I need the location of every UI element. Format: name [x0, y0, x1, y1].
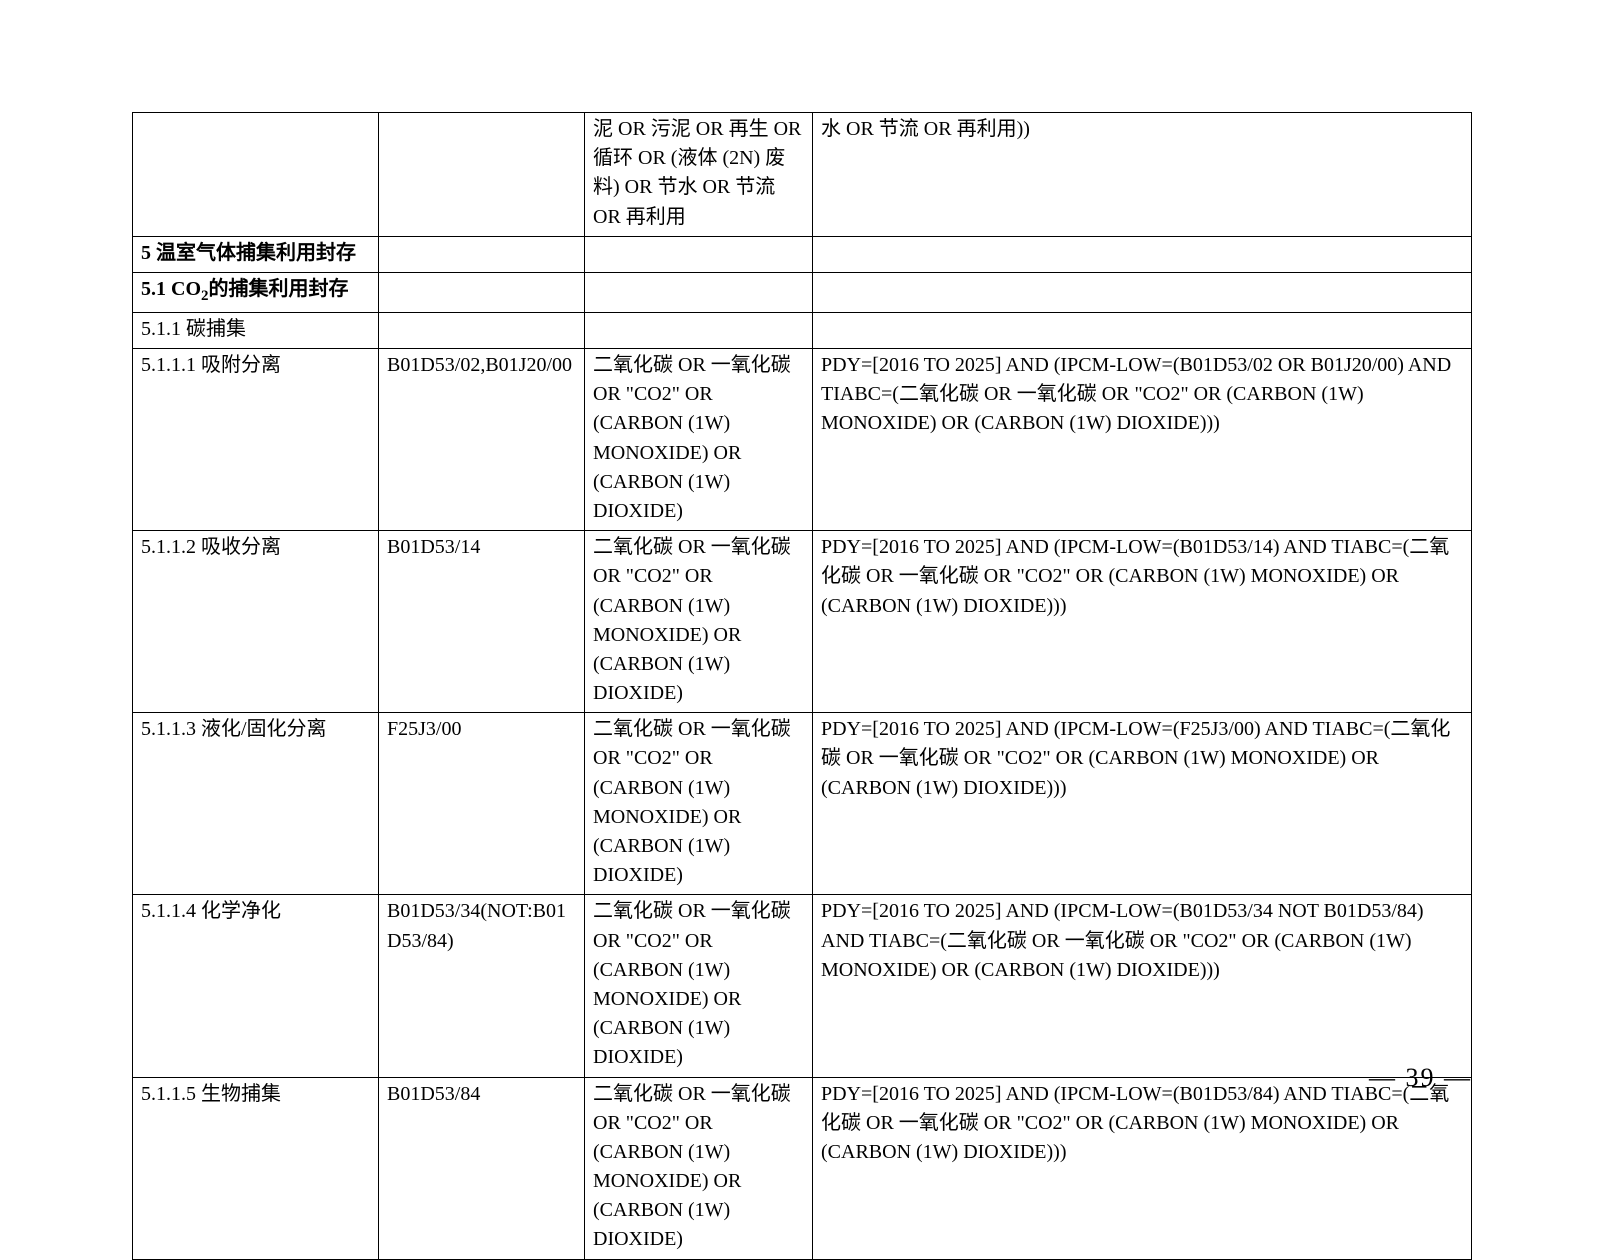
- cell-category: 5.1.1.3 液化/固化分离: [133, 713, 379, 895]
- table-row: 5.1.1.5 生物捕集 B01D53/84 二氧化碳 OR 一氧化碳 OR "…: [133, 1077, 1472, 1259]
- table-row: 5.1.1.2 吸收分离 B01D53/14 二氧化碳 OR 一氧化碳 OR "…: [133, 531, 1472, 713]
- cell-category: 5.1.1.4 化学净化: [133, 895, 379, 1077]
- cell-category: 5.1.1.5 生物捕集: [133, 1077, 379, 1259]
- cell-query: PDY=[2016 TO 2025] AND (IPCM-LOW=(B01D53…: [813, 895, 1472, 1077]
- cell-keywords: [585, 272, 813, 312]
- cell-query: 水 OR 节流 OR 再利用)): [813, 113, 1472, 237]
- table-row: 5.1.1.3 液化/固化分离 F25J3/00 二氧化碳 OR 一氧化碳 OR…: [133, 713, 1472, 895]
- cell-query: [813, 312, 1472, 348]
- cell-ipc: [379, 312, 585, 348]
- cell-ipc: F25J3/00: [379, 713, 585, 895]
- cell-keywords: 二氧化碳 OR 一氧化碳 OR "CO2" OR (CARBON (1W) MO…: [585, 1077, 813, 1259]
- cell-category: [133, 113, 379, 237]
- table-row: 5.1 CO2的捕集利用封存: [133, 272, 1472, 312]
- cell-category: 5.1 CO2的捕集利用封存: [133, 272, 379, 312]
- cell-category: 5.1.1.1 吸附分离: [133, 349, 379, 531]
- table-row: 5.1.1.4 化学净化 B01D53/34(NOT:B01D53/84) 二氧…: [133, 895, 1472, 1077]
- cell-ipc: B01D53/84: [379, 1077, 585, 1259]
- cell-query: PDY=[2016 TO 2025] AND (IPCM-LOW=(F25J3/…: [813, 713, 1472, 895]
- cell-ipc: B01D53/02,B01J20/00: [379, 349, 585, 531]
- cell-ipc: [379, 236, 585, 272]
- cell-ipc: [379, 272, 585, 312]
- data-table: 泥 OR 污泥 OR 再生 OR 循环 OR (液体 (2N) 废料) OR 节…: [132, 112, 1472, 1260]
- cell-keywords: [585, 236, 813, 272]
- cell-ipc: B01D53/34(NOT:B01D53/84): [379, 895, 585, 1077]
- cell-query: PDY=[2016 TO 2025] AND (IPCM-LOW=(B01D53…: [813, 349, 1472, 531]
- page: 泥 OR 污泥 OR 再生 OR 循环 OR (液体 (2N) 废料) OR 节…: [0, 0, 1600, 1131]
- table-row: 5.1.1 碳捕集: [133, 312, 1472, 348]
- cell-ipc: [379, 113, 585, 237]
- table-row: 泥 OR 污泥 OR 再生 OR 循环 OR (液体 (2N) 废料) OR 节…: [133, 113, 1472, 237]
- cell-query: [813, 272, 1472, 312]
- cell-keywords: [585, 312, 813, 348]
- cell-keywords: 二氧化碳 OR 一氧化碳 OR "CO2" OR (CARBON (1W) MO…: [585, 531, 813, 713]
- page-number: — 39 —: [1369, 1063, 1472, 1093]
- cell-keywords: 二氧化碳 OR 一氧化碳 OR "CO2" OR (CARBON (1W) MO…: [585, 349, 813, 531]
- cell-keywords: 二氧化碳 OR 一氧化碳 OR "CO2" OR (CARBON (1W) MO…: [585, 713, 813, 895]
- cell-category: 5.1.1.2 吸收分离: [133, 531, 379, 713]
- cell-ipc: B01D53/14: [379, 531, 585, 713]
- cell-keywords: 泥 OR 污泥 OR 再生 OR 循环 OR (液体 (2N) 废料) OR 节…: [585, 113, 813, 237]
- table-row: 5.1.1.1 吸附分离 B01D53/02,B01J20/00 二氧化碳 OR…: [133, 349, 1472, 531]
- cell-category: 5 温室气体捕集利用封存: [133, 236, 379, 272]
- cell-keywords: 二氧化碳 OR 一氧化碳 OR "CO2" OR (CARBON (1W) MO…: [585, 895, 813, 1077]
- cell-category: 5.1.1 碳捕集: [133, 312, 379, 348]
- table-row: 5 温室气体捕集利用封存: [133, 236, 1472, 272]
- cell-query: PDY=[2016 TO 2025] AND (IPCM-LOW=(B01D53…: [813, 1077, 1472, 1259]
- cell-query: [813, 236, 1472, 272]
- cell-query: PDY=[2016 TO 2025] AND (IPCM-LOW=(B01D53…: [813, 531, 1472, 713]
